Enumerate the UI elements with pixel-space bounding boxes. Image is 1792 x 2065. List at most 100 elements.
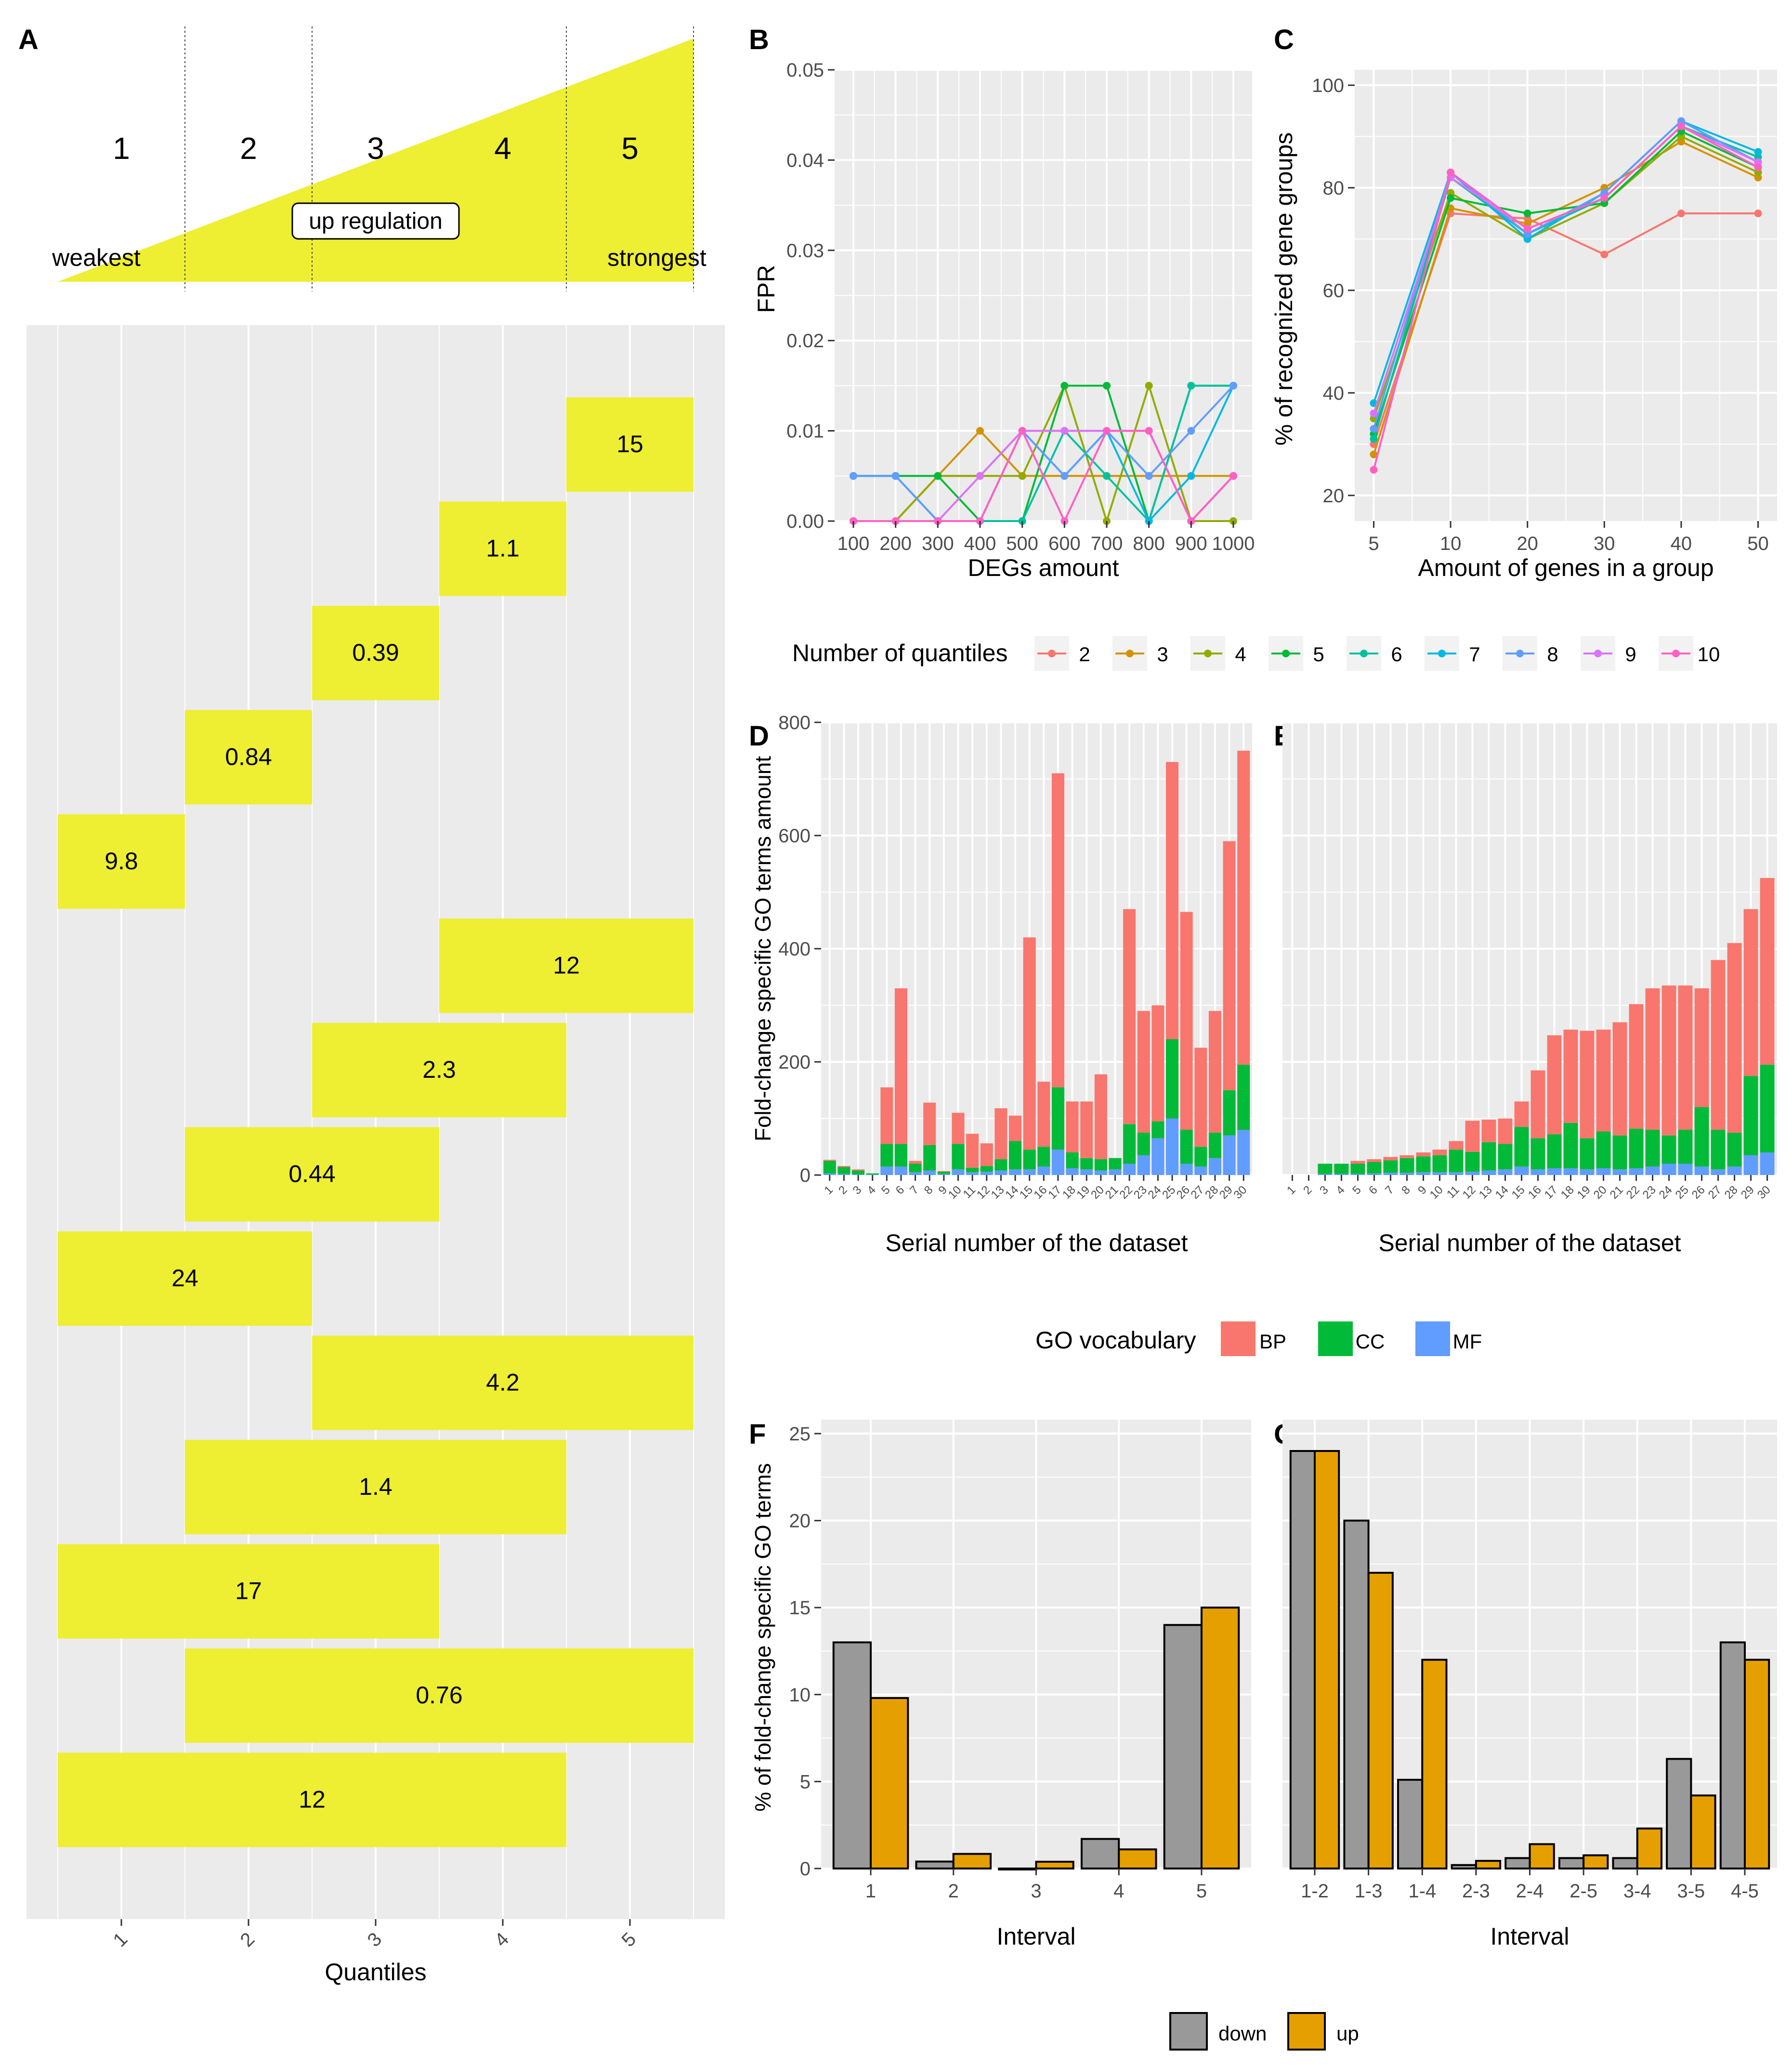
up-regulation-box xyxy=(291,202,460,240)
x-tick-label: 27 xyxy=(1706,1183,1724,1202)
bar-segment-mf xyxy=(1498,1169,1513,1175)
panel-g: 1-2 1-3 1-4 2-3 2-4 2-5 3-4 3-5 4-5 Interval xyxy=(1282,1420,1777,1950)
bar-segment-mf xyxy=(1547,1168,1562,1175)
y-axis-title: % of fold-change specific GO terms xyxy=(750,1463,775,1812)
x-tick-label: 2-5 xyxy=(1570,1881,1597,1902)
bar-segment-bp xyxy=(1350,1161,1365,1164)
bar-segment-cc xyxy=(1166,1039,1179,1119)
x-tick-label: 1-2 xyxy=(1301,1881,1329,1902)
x-axis-title: Serial number of the dataset xyxy=(1378,1229,1681,1256)
bar-segment-mf xyxy=(1383,1173,1398,1175)
bar-segment-mf xyxy=(1711,1169,1726,1175)
bar-segment-bp xyxy=(1194,1047,1207,1147)
bar-segment-cc xyxy=(1223,1090,1236,1136)
bar-segment-cc xyxy=(1208,1132,1221,1158)
x-tick-label: 900 xyxy=(1175,533,1207,554)
y-tick-label: 600 xyxy=(778,825,811,847)
bar-segment-mf xyxy=(1629,1168,1644,1175)
legend-key xyxy=(1318,1321,1353,1356)
interval-bar xyxy=(58,1544,439,1639)
legend-label: 4 xyxy=(1235,643,1246,666)
panel-b: 0.00 0.01 0.02 0.03 0.04 0.05 100 200 300 400 500 6… xyxy=(753,60,1255,581)
bar-down xyxy=(1080,1838,1120,1869)
bar-segment-cc xyxy=(952,1144,965,1170)
x-tick-label: 8 xyxy=(1399,1183,1413,1197)
x-tick-label: 2 xyxy=(1301,1183,1315,1197)
x-tick-label: 3 xyxy=(1031,1881,1041,1902)
bar-segment-cc xyxy=(1481,1142,1496,1171)
bar-segment-cc xyxy=(980,1166,993,1172)
bar-segment-bp xyxy=(1743,909,1758,1076)
x-tick-label: 5 xyxy=(1350,1183,1364,1197)
legend-label: 9 xyxy=(1625,643,1636,666)
interval-value-label: 1.4 xyxy=(359,1473,392,1500)
legend-label: BP xyxy=(1259,1330,1286,1353)
bar-segment-mf xyxy=(966,1172,979,1175)
bar-segment-cc xyxy=(894,1144,907,1167)
data-point-10 xyxy=(1754,163,1762,171)
interval-bar xyxy=(312,1335,693,1430)
legend-go-vocabulary: GO vocabulary BP CC MF xyxy=(1035,1321,1482,1356)
legend-point xyxy=(1048,650,1056,657)
x-tick-label: 22 xyxy=(1624,1183,1642,1202)
bar-segment-mf xyxy=(1678,1163,1693,1175)
y-tick-label: 80 xyxy=(1323,178,1345,199)
data-point-8 xyxy=(1370,425,1378,433)
x-tick-label: 2 xyxy=(236,1928,259,1951)
bar-segment-mf xyxy=(1760,1152,1775,1175)
interval-value-label: 1.1 xyxy=(486,535,520,562)
bar-segment-cc xyxy=(1180,1130,1193,1164)
data-point-5 xyxy=(1523,209,1531,218)
legend-label: up xyxy=(1336,2022,1359,2045)
panel-label-f: F xyxy=(749,1419,766,1450)
bar-segment-mf xyxy=(980,1171,993,1175)
x-tick-label: 1-4 xyxy=(1408,1881,1436,1902)
panel-label-c: C xyxy=(1274,24,1294,55)
bar-segment-bp xyxy=(923,1102,936,1145)
y-tick-label: 40 xyxy=(1323,383,1345,404)
bar-segment-mf xyxy=(1432,1172,1447,1175)
interval-bar xyxy=(185,1127,439,1222)
bar-segment-mf xyxy=(1037,1166,1050,1175)
legend-key xyxy=(1221,1321,1256,1356)
bar-segment-mf xyxy=(1743,1155,1758,1175)
quantile-number: 5 xyxy=(621,131,639,166)
bar-segment-cc xyxy=(1743,1076,1758,1155)
bar-segment-mf xyxy=(923,1170,936,1175)
data-point-10 xyxy=(1145,427,1153,435)
x-tick-label: 4 xyxy=(1334,1183,1347,1197)
bar-up xyxy=(952,1853,992,1869)
interval-bar xyxy=(566,397,693,492)
data-point-2 xyxy=(1754,209,1762,218)
quantile-number: 3 xyxy=(367,131,384,166)
bar-segment-mf xyxy=(1514,1166,1529,1175)
bar-segment-bp xyxy=(1563,1030,1578,1123)
bar-segment-cc xyxy=(1350,1163,1365,1174)
bar-down xyxy=(1719,1641,1746,1870)
y-tick-label: 0.00 xyxy=(786,511,824,532)
bar-segment-cc xyxy=(1037,1147,1050,1167)
data-point-8 xyxy=(1060,472,1069,480)
data-point-9 xyxy=(1370,409,1378,418)
x-axis-title: Quantiles xyxy=(325,1959,426,1986)
bar-segment-mf xyxy=(1151,1138,1164,1175)
x-tick-label: 7 xyxy=(907,1183,921,1197)
bar-segment-mf xyxy=(994,1170,1007,1175)
data-point-5 xyxy=(934,472,942,480)
data-point-5 xyxy=(1447,194,1455,202)
interval-bar xyxy=(185,710,312,805)
legend-label: 2 xyxy=(1079,643,1090,666)
bar-segment-cc xyxy=(994,1159,1007,1171)
x-tick-label: 8 xyxy=(922,1183,936,1197)
y-tick-label: 200 xyxy=(778,1052,811,1073)
x-tick-label: 2 xyxy=(836,1183,850,1197)
x-tick-label: 4 xyxy=(1113,1881,1124,1902)
bar-segment-cc xyxy=(1123,1124,1136,1164)
interval-bar xyxy=(58,814,185,909)
bar-segment-cc xyxy=(1400,1158,1414,1173)
bar-segment-mf xyxy=(1661,1163,1676,1175)
bar-segment-mf xyxy=(1694,1166,1709,1175)
x-tick-label: 30 xyxy=(1594,533,1615,554)
bar-segment-cc xyxy=(1547,1134,1562,1168)
